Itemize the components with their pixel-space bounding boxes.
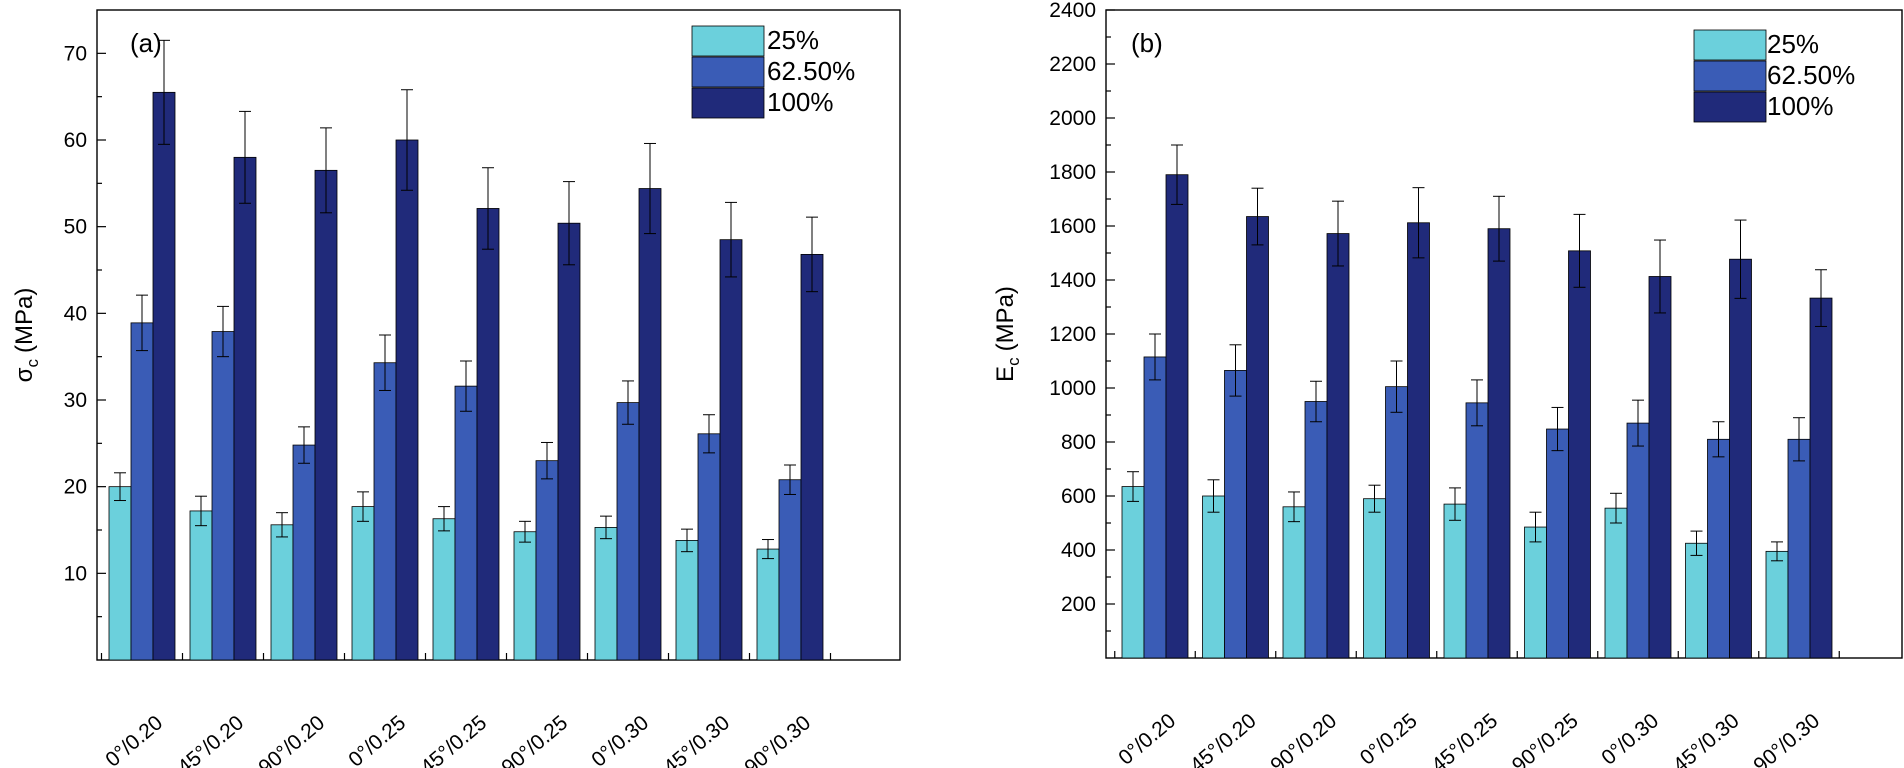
legend-swatch xyxy=(1693,91,1767,123)
bar-6250-5 xyxy=(535,460,559,661)
legend-label: 25% xyxy=(767,25,819,55)
bar-25-0 xyxy=(1121,486,1145,659)
bar-6250-2 xyxy=(292,444,316,661)
bar-25-1 xyxy=(189,510,213,661)
bar-25-6 xyxy=(594,527,618,661)
y-tick-label: 600 xyxy=(1061,485,1096,508)
bar-6250-5 xyxy=(1546,428,1569,659)
bar-25-8 xyxy=(756,548,780,661)
y-tick-label: 1400 xyxy=(1049,269,1096,292)
bar-6250-1 xyxy=(211,331,235,661)
bar-25-6 xyxy=(1604,507,1628,659)
y-tick-label: 1000 xyxy=(1049,377,1096,400)
panel-label: (a) xyxy=(130,28,162,58)
y-tick-label: 70 xyxy=(64,42,87,65)
bar-100-5 xyxy=(1568,250,1591,659)
y-axis-label-subscript: c xyxy=(1004,357,1023,366)
bar-100-8 xyxy=(800,253,824,661)
bar-25-3 xyxy=(351,506,375,661)
y-axis-label-unit: (MPa) xyxy=(11,288,38,353)
bar-25-8 xyxy=(1765,550,1789,659)
bar-25-4 xyxy=(432,518,456,661)
legend-swatch xyxy=(691,56,765,88)
bar-6250-0 xyxy=(1143,356,1167,659)
bar-25-5 xyxy=(513,531,537,661)
y-tick-label: 400 xyxy=(1061,539,1096,562)
bar-100-6 xyxy=(1648,276,1672,659)
y-tick-label: 50 xyxy=(64,216,87,239)
y-tick-label: 2000 xyxy=(1049,107,1096,130)
bar-100-4 xyxy=(476,208,500,661)
bar-6250-7 xyxy=(1707,438,1730,659)
legend-label: 62.50% xyxy=(767,56,855,86)
bar-100-6 xyxy=(638,188,662,661)
bar-100-1 xyxy=(233,156,257,661)
bar-25-7 xyxy=(675,540,699,661)
bar-100-2 xyxy=(314,169,338,661)
bar-25-2 xyxy=(1282,506,1306,659)
y-axis-label-symbol: σ xyxy=(11,367,38,382)
bar-25-7 xyxy=(1685,542,1708,659)
y-axis-label-unit: (MPa) xyxy=(992,286,1019,351)
bar-6250-3 xyxy=(373,362,397,661)
bar-100-5 xyxy=(557,222,581,661)
y-tick-label: 1600 xyxy=(1049,215,1096,238)
bar-25-3 xyxy=(1363,498,1386,659)
y-tick-label: 2400 xyxy=(1049,0,1096,22)
bar-6250-3 xyxy=(1385,386,1408,659)
bar-25-5 xyxy=(1524,526,1547,659)
bar-25-1 xyxy=(1202,495,1225,659)
bar-6250-0 xyxy=(130,322,154,661)
bar-6250-4 xyxy=(454,385,478,661)
bar-100-0 xyxy=(152,91,176,661)
bar-6250-4 xyxy=(1465,402,1489,659)
y-tick-label: 800 xyxy=(1061,431,1096,454)
bar-25-0 xyxy=(108,486,132,661)
bar-6250-7 xyxy=(697,433,721,661)
legend-swatch xyxy=(691,25,765,57)
legend-label: 100% xyxy=(767,87,834,117)
legend-swatch xyxy=(1693,29,1767,61)
y-tick-label: 1200 xyxy=(1049,323,1096,346)
y-axis-label-symbol: E xyxy=(992,366,1019,382)
bar-6250-1 xyxy=(1224,370,1247,659)
y-tick-label: 40 xyxy=(64,302,87,325)
y-axis-label: Ec (MPa) xyxy=(992,286,1023,382)
bar-6250-8 xyxy=(1787,438,1811,659)
y-axis-label: σc (MPa) xyxy=(11,288,42,383)
bar-100-8 xyxy=(1809,297,1833,659)
bar-100-7 xyxy=(719,239,743,661)
bar-100-2 xyxy=(1326,233,1350,659)
y-tick-label: 30 xyxy=(64,389,87,412)
y-tick-label: 60 xyxy=(64,129,87,152)
bar-100-4 xyxy=(1487,228,1511,659)
legend-swatch xyxy=(691,87,765,119)
legend-label: 25% xyxy=(1767,29,1819,59)
y-axis-label-subscript: c xyxy=(23,359,42,368)
y-tick-label: 10 xyxy=(64,562,87,585)
y-tick-label: 1800 xyxy=(1049,161,1096,184)
y-tick-label: 2200 xyxy=(1049,53,1096,76)
legend-label: 62.50% xyxy=(1767,60,1855,90)
bar-6250-2 xyxy=(1304,401,1328,659)
bar-25-4 xyxy=(1443,503,1467,659)
y-tick-label: 20 xyxy=(64,476,87,499)
bar-6250-6 xyxy=(1626,422,1650,659)
bar-100-7 xyxy=(1729,258,1752,659)
bar-6250-6 xyxy=(616,402,640,661)
legend-label: 100% xyxy=(1767,91,1834,121)
bar-6250-8 xyxy=(778,479,802,661)
bar-100-1 xyxy=(1246,216,1269,659)
bar-100-0 xyxy=(1165,174,1189,659)
y-tick-label: 200 xyxy=(1061,593,1096,616)
bar-100-3 xyxy=(1407,222,1430,659)
bar-100-3 xyxy=(395,139,419,661)
bar-25-2 xyxy=(270,524,294,661)
panel-label: (b) xyxy=(1131,28,1163,58)
legend-swatch xyxy=(1693,60,1767,92)
